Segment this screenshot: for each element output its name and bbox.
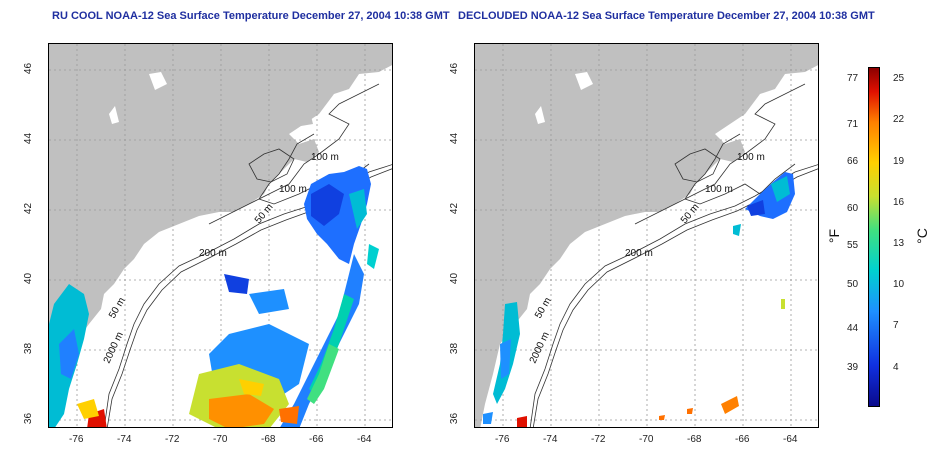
island	[299, 116, 313, 126]
lake	[109, 106, 119, 124]
x-tick: -70	[639, 434, 654, 445]
celsius-label: 10	[893, 279, 905, 290]
y-tick: 42	[23, 202, 35, 215]
fahrenheit-label: 66	[847, 156, 859, 167]
x-tick: -76	[495, 434, 510, 445]
celsius-label: 22	[893, 114, 905, 125]
contour-label: 200 m	[199, 248, 227, 259]
contour-label: 100 m	[279, 184, 307, 195]
right-map-graphic: 100 m 100 m 50 m 200 m 50 m 2000 m	[475, 44, 818, 427]
lake	[575, 72, 593, 90]
fahrenheit-label: 60	[847, 203, 859, 214]
y-tick: 36	[23, 412, 35, 425]
lake	[149, 72, 167, 90]
y-tick: 40	[23, 272, 35, 285]
celsius-label: 7	[893, 320, 899, 331]
x-tick: -66	[309, 434, 324, 445]
fahrenheit-label: 77	[847, 73, 859, 84]
right-sst-map: 100 m 100 m 50 m 200 m 50 m 2000 m	[474, 43, 819, 428]
x-tick: -64	[783, 434, 798, 445]
x-tick: -72	[591, 434, 606, 445]
temperature-colorbar	[868, 67, 880, 407]
y-tick: 36	[449, 412, 461, 425]
x-tick: -70	[213, 434, 228, 445]
y-tick: 40	[449, 272, 461, 285]
celsius-label: 25	[893, 73, 905, 84]
celsius-label: 13	[893, 238, 905, 249]
celsius-label: 4	[893, 362, 899, 373]
x-tick: -68	[687, 434, 702, 445]
lake	[535, 106, 545, 124]
x-tick: -76	[69, 434, 84, 445]
x-tick: -66	[735, 434, 750, 445]
y-tick: 46	[449, 62, 461, 75]
y-tick: 42	[449, 202, 461, 215]
fahrenheit-label: 55	[847, 240, 859, 251]
celsius-unit-label: °C	[913, 228, 930, 244]
left-sst-map: 100 m 100 m 50 m 200 m 50 m 2000 m	[48, 43, 393, 428]
sst-data	[483, 172, 795, 427]
y-tick: 46	[23, 62, 35, 75]
left-map-graphic: 100 m 100 m 50 m 200 m 50 m 2000 m	[49, 44, 392, 427]
contour-label: 100 m	[737, 152, 765, 163]
fahrenheit-label: 50	[847, 279, 859, 290]
contour-label: 50 m	[253, 202, 276, 226]
x-tick: -74	[543, 434, 558, 445]
x-tick: -74	[117, 434, 132, 445]
sst-data	[49, 166, 379, 427]
right-map-title: DECLOUDED NOAA-12 Sea Surface Temperatur…	[458, 10, 875, 22]
y-tick: 38	[23, 342, 35, 355]
x-tick: -64	[357, 434, 372, 445]
celsius-label: 16	[893, 197, 905, 208]
contour-label: 200 m	[625, 248, 653, 259]
left-map-title: RU COOL NOAA-12 Sea Surface Temperature …	[52, 10, 450, 22]
island	[757, 64, 783, 74]
x-tick: -72	[165, 434, 180, 445]
fahrenheit-label: 44	[847, 323, 859, 334]
fahrenheit-label: 39	[847, 362, 859, 373]
contour-label: 50 m	[679, 202, 702, 226]
contour-label: 100 m	[705, 184, 733, 195]
island	[331, 64, 357, 74]
x-tick: -68	[261, 434, 276, 445]
contour-label: 50 m	[107, 296, 128, 321]
celsius-label: 19	[893, 156, 905, 167]
y-tick: 38	[449, 342, 461, 355]
fahrenheit-label: 71	[847, 119, 859, 130]
y-tick: 44	[23, 132, 35, 145]
fahrenheit-unit-label: °F	[826, 228, 843, 244]
contour-label: 100 m	[311, 152, 339, 163]
y-tick: 44	[449, 132, 461, 145]
contour-label: 50 m	[533, 296, 554, 321]
